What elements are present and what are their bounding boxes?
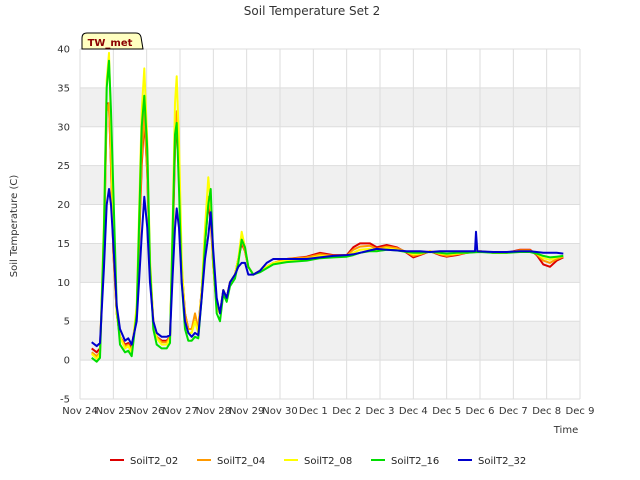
y-tick-label: 20 xyxy=(57,200,70,211)
legend: SoilT2_02 SoilT2_04 SoilT2_08 SoilT2_16 Soil… xyxy=(110,456,526,467)
x-tick-label: Dec 5 xyxy=(432,406,461,417)
badge-shape xyxy=(81,32,144,50)
y-tick-label: 10 xyxy=(57,278,70,289)
legend-label: SoilT2_04 xyxy=(217,456,265,467)
plot-band xyxy=(80,165,580,205)
chart-title: Soil Temperature Set 2 xyxy=(244,4,380,18)
legend-label: SoilT2_02 xyxy=(130,456,178,467)
x-tick-label: Nov 30 xyxy=(262,406,297,417)
y-tick-label: 35 xyxy=(57,83,70,94)
x-axis-label: Time xyxy=(553,425,578,436)
y-tick-label: 15 xyxy=(57,239,70,250)
x-tick-label: Dec 8 xyxy=(532,406,561,417)
legend-label: SoilT2_08 xyxy=(304,456,352,467)
x-tick-label: Nov 26 xyxy=(129,406,164,417)
x-tick-label: Dec 4 xyxy=(399,406,428,417)
legend-label: SoilT2_32 xyxy=(478,456,526,467)
plot-band xyxy=(80,87,580,127)
series-lines xyxy=(91,51,564,363)
x-tick-label: Nov 29 xyxy=(229,406,264,417)
x-tick-label: Dec 2 xyxy=(332,406,361,417)
x-tick-label: Dec 1 xyxy=(299,406,328,417)
badge-text: TW_met xyxy=(88,38,133,49)
x-tick-label: Dec 6 xyxy=(466,406,495,417)
x-tick-label: Nov 24 xyxy=(62,406,97,417)
x-tick-label: Nov 28 xyxy=(196,406,231,417)
y-tick-label: -5 xyxy=(60,395,70,406)
y-tick-label: 40 xyxy=(57,45,70,56)
plot-band xyxy=(80,243,580,283)
x-tick-label: Nov 27 xyxy=(162,406,197,417)
x-tick-label: Dec 7 xyxy=(499,406,528,417)
y-tick-label: 30 xyxy=(57,122,70,133)
x-tick-label: Dec 3 xyxy=(366,406,395,417)
plot-area xyxy=(80,49,580,399)
y-tick-label: 25 xyxy=(57,161,70,172)
site-badge: TW_met xyxy=(81,32,144,50)
y-tick-label: 5 xyxy=(64,317,70,328)
x-tick-label: Nov 25 xyxy=(96,406,131,417)
y-axis-label: Soil Temperature (C) xyxy=(9,175,20,278)
series-line-soilt2_32 xyxy=(91,188,564,348)
legend-label: SoilT2_16 xyxy=(391,456,439,467)
grid-lines xyxy=(79,48,581,400)
y-tick-label: 0 xyxy=(64,356,70,367)
x-tick-label: Dec 9 xyxy=(566,406,595,417)
